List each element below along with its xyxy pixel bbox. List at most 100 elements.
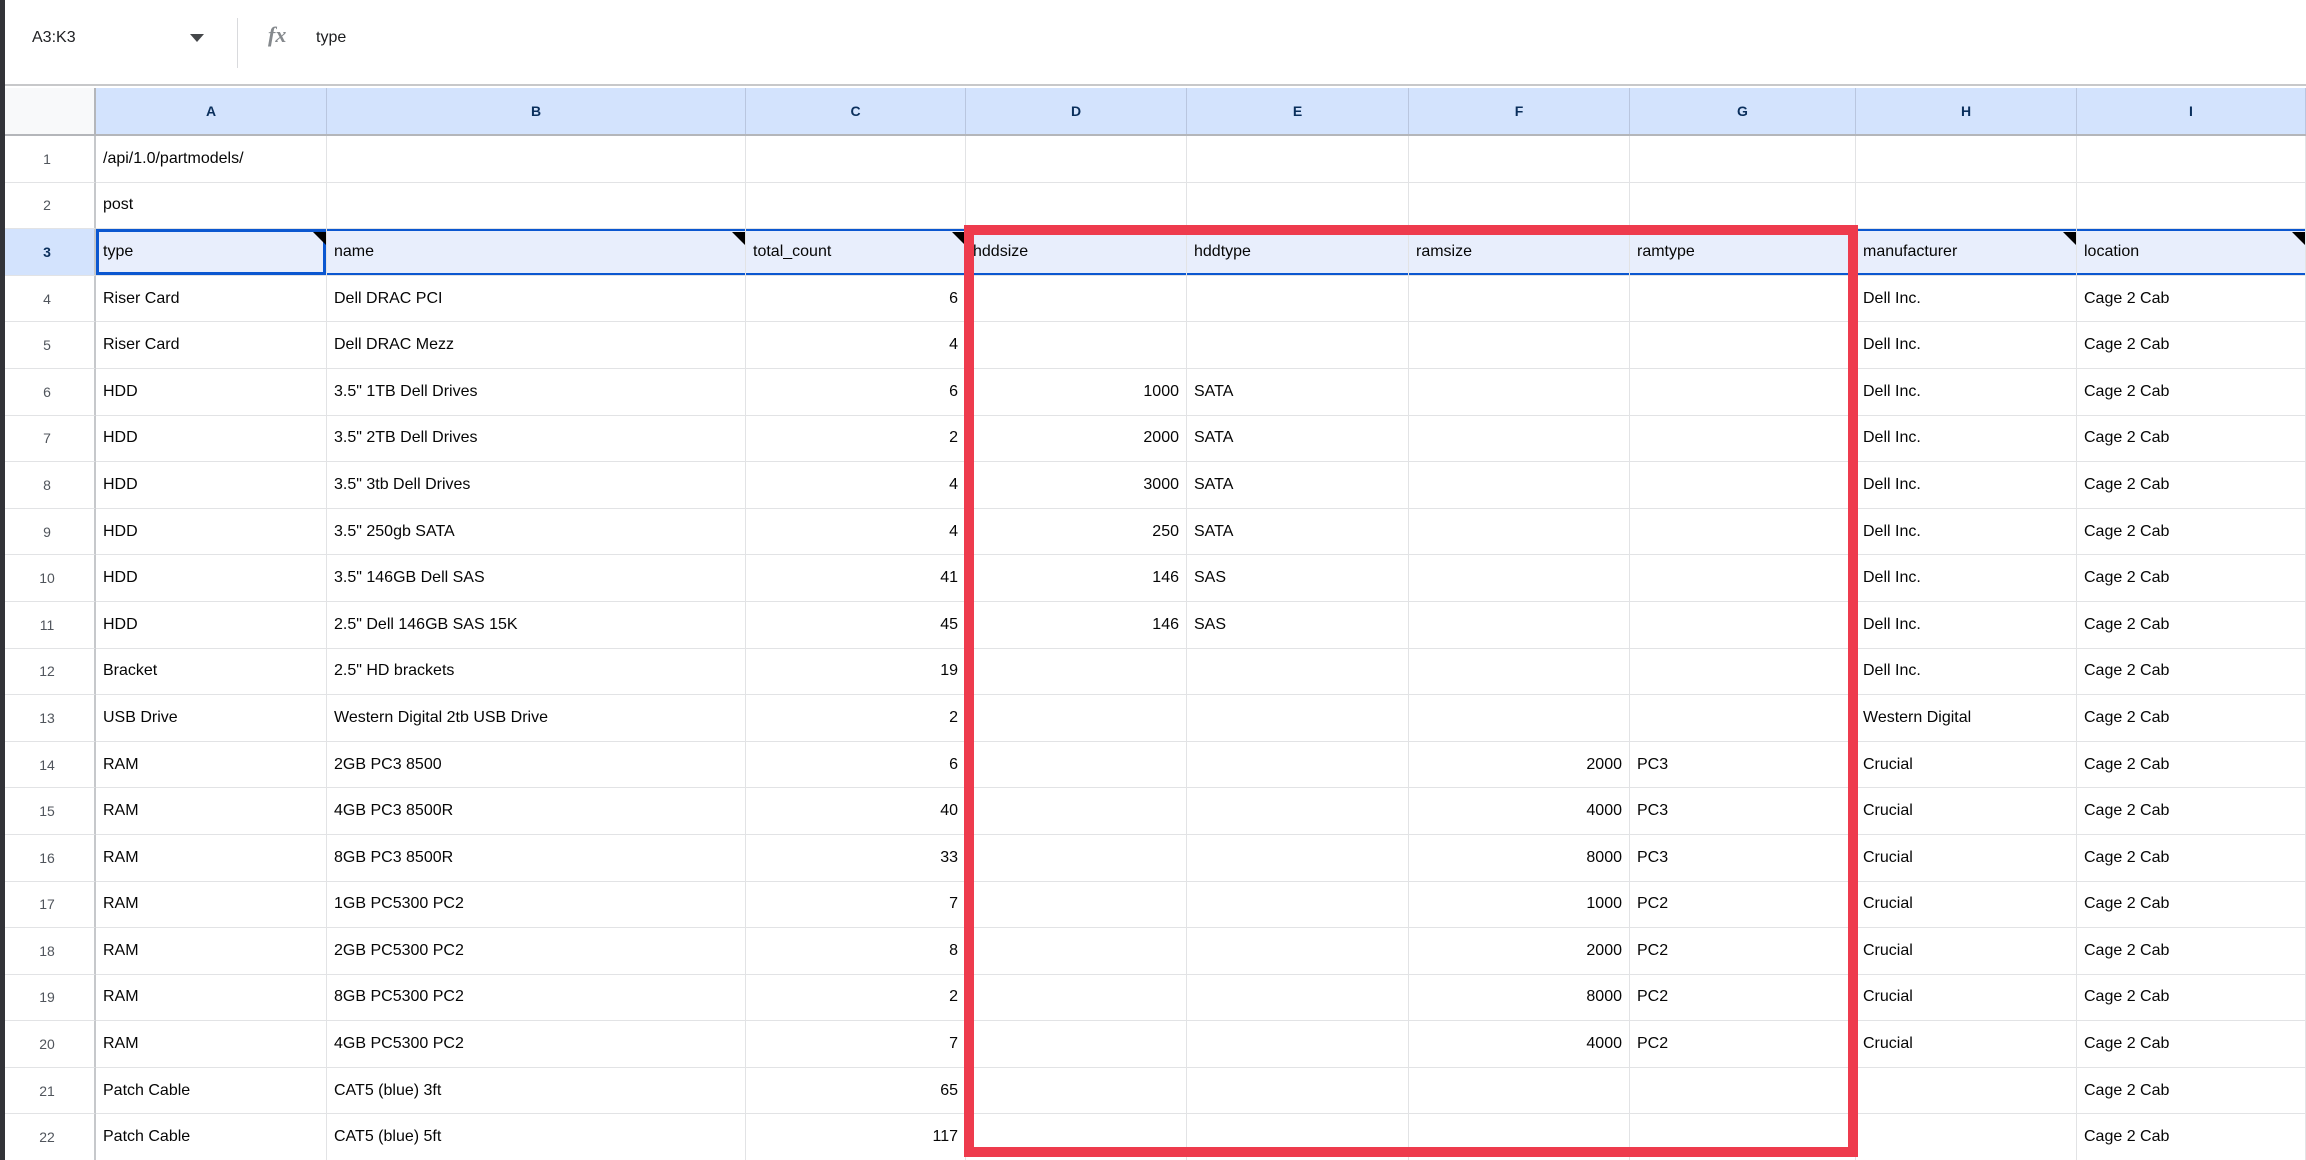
cell-H12[interactable]: Dell Inc. [1856,648,2077,696]
cell-G19[interactable]: PC2 [1630,974,1856,1022]
cell-E8[interactable]: SATA [1187,462,1409,509]
cell-H19[interactable]: Crucial [1856,974,2077,1022]
row-header-1[interactable]: 1 [0,136,96,183]
cell-I9[interactable]: Cage 2 Cab [2077,508,2306,556]
cell-C22[interactable]: 117 [746,1114,966,1160]
column-header-F[interactable]: F [1409,88,1630,134]
cell-H13[interactable]: Western Digital [1856,695,2077,742]
cell-A6[interactable]: HDD [96,368,327,416]
cell-A14[interactable]: RAM [96,741,327,789]
cell-C1[interactable] [746,136,966,183]
cell-H3[interactable]: manufacturer [1856,229,2077,276]
cell-D17[interactable] [966,881,1187,929]
cell-F1[interactable] [1409,136,1630,183]
cell-D18[interactable] [966,928,1187,975]
cell-E10[interactable]: SAS [1187,555,1409,602]
cell-F20[interactable]: 4000 [1409,1021,1630,1068]
cell-F8[interactable] [1409,462,1630,509]
cell-B14[interactable]: 2GB PC3 8500 [327,741,746,789]
cell-C13[interactable]: 2 [746,695,966,742]
cell-A4[interactable]: Riser Card [96,275,327,323]
row-header-6[interactable]: 6 [0,368,96,416]
cell-I10[interactable]: Cage 2 Cab [2077,555,2306,602]
cell-D19[interactable] [966,974,1187,1022]
cell-A16[interactable]: RAM [96,834,327,882]
cell-F21[interactable] [1409,1067,1630,1115]
cell-E14[interactable] [1187,741,1409,789]
cell-G3[interactable]: ramtype [1630,229,1856,276]
cell-A2[interactable]: post [96,182,327,230]
cell-F15[interactable]: 4000 [1409,788,1630,835]
cell-A10[interactable]: HDD [96,555,327,602]
cell-A9[interactable]: HDD [96,508,327,556]
cell-F7[interactable] [1409,415,1630,463]
cell-B7[interactable]: 3.5" 2TB Dell Drives [327,415,746,463]
cell-F2[interactable] [1409,182,1630,230]
cell-H8[interactable]: Dell Inc. [1856,462,2077,509]
cell-H6[interactable]: Dell Inc. [1856,368,2077,416]
cell-B17[interactable]: 1GB PC5300 PC2 [327,881,746,929]
name-box-dropdown-icon[interactable] [190,34,204,42]
cell-D8[interactable]: 3000 [966,462,1187,509]
cell-H17[interactable]: Crucial [1856,881,2077,929]
cell-G12[interactable] [1630,648,1856,696]
cell-A5[interactable]: Riser Card [96,322,327,369]
column-header-G[interactable]: G [1630,88,1856,134]
cell-G20[interactable]: PC2 [1630,1021,1856,1068]
cell-C18[interactable]: 8 [746,928,966,975]
cell-H21[interactable] [1856,1067,2077,1115]
cell-B9[interactable]: 3.5" 250gb SATA [327,508,746,556]
cell-H5[interactable]: Dell Inc. [1856,322,2077,369]
cell-D1[interactable] [966,136,1187,183]
cell-C12[interactable]: 19 [746,648,966,696]
cell-D11[interactable]: 146 [966,601,1187,649]
column-header-I[interactable]: I [2077,88,2306,134]
column-header-C[interactable]: C [746,88,966,134]
cell-A1[interactable]: /api/1.0/partmodels/ [96,136,327,183]
cell-B10[interactable]: 3.5" 146GB Dell SAS [327,555,746,602]
column-header-H[interactable]: H [1856,88,2077,134]
cell-F19[interactable]: 8000 [1409,974,1630,1022]
cell-F14[interactable]: 2000 [1409,741,1630,789]
cell-I21[interactable]: Cage 2 Cab [2077,1067,2306,1115]
cell-A3[interactable]: type [96,229,327,276]
cell-I15[interactable]: Cage 2 Cab [2077,788,2306,835]
cell-G8[interactable] [1630,462,1856,509]
cell-F18[interactable]: 2000 [1409,928,1630,975]
cell-G18[interactable]: PC2 [1630,928,1856,975]
cell-A11[interactable]: HDD [96,601,327,649]
cell-D14[interactable] [966,741,1187,789]
cell-E18[interactable] [1187,928,1409,975]
cell-I4[interactable]: Cage 2 Cab [2077,275,2306,323]
cell-I5[interactable]: Cage 2 Cab [2077,322,2306,369]
row-header-8[interactable]: 8 [0,462,96,509]
cell-C7[interactable]: 2 [746,415,966,463]
cell-C9[interactable]: 4 [746,508,966,556]
cell-F4[interactable] [1409,275,1630,323]
cell-H10[interactable]: Dell Inc. [1856,555,2077,602]
cell-E21[interactable] [1187,1067,1409,1115]
cell-I3[interactable]: location [2077,229,2306,276]
cell-D13[interactable] [966,695,1187,742]
cell-I6[interactable]: Cage 2 Cab [2077,368,2306,416]
cell-A21[interactable]: Patch Cable [96,1067,327,1115]
cell-C14[interactable]: 6 [746,741,966,789]
cell-E11[interactable]: SAS [1187,601,1409,649]
cell-D12[interactable] [966,648,1187,696]
cell-E17[interactable] [1187,881,1409,929]
cell-A12[interactable]: Bracket [96,648,327,696]
cell-D4[interactable] [966,275,1187,323]
cell-D16[interactable] [966,834,1187,882]
cell-A17[interactable]: RAM [96,881,327,929]
row-header-16[interactable]: 16 [0,834,96,882]
cell-C3[interactable]: total_count [746,229,966,276]
cell-I12[interactable]: Cage 2 Cab [2077,648,2306,696]
column-header-A[interactable]: A [96,88,327,134]
cell-H15[interactable]: Crucial [1856,788,2077,835]
cell-E1[interactable] [1187,136,1409,183]
cell-B12[interactable]: 2.5" HD brackets [327,648,746,696]
cell-F9[interactable] [1409,508,1630,556]
cell-G14[interactable]: PC3 [1630,741,1856,789]
cell-I11[interactable]: Cage 2 Cab [2077,601,2306,649]
cell-E6[interactable]: SATA [1187,368,1409,416]
